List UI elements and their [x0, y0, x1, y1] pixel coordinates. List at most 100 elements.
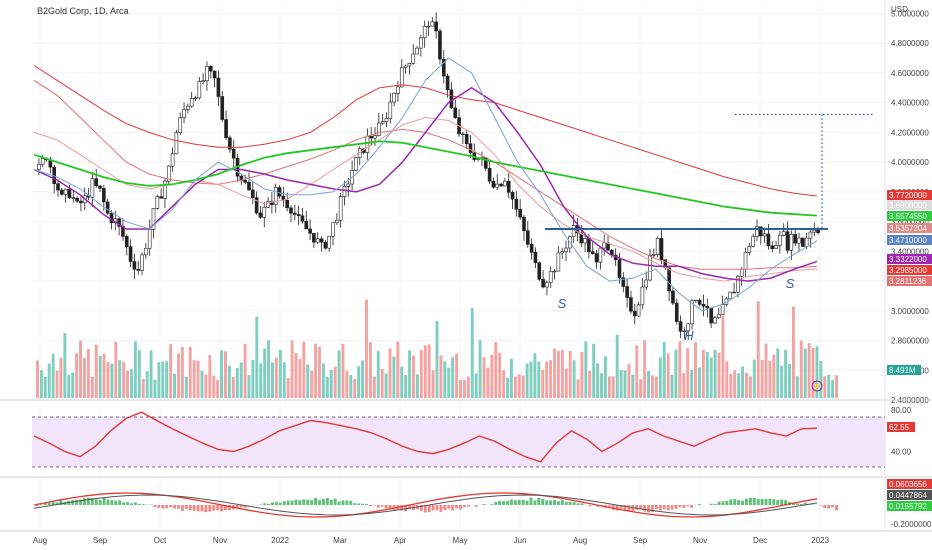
- volume-bar: [525, 363, 529, 398]
- candle-body: [132, 261, 137, 270]
- volume-bar: [506, 377, 509, 398]
- candle-body: [262, 206, 267, 218]
- macd-histogram-bar: [697, 504, 701, 505]
- x-tick-label: Oct: [154, 536, 167, 545]
- macd-histogram-bar: [419, 505, 423, 511]
- volume-bar: [690, 370, 694, 398]
- volume-bar: [239, 362, 243, 398]
- volume-bar: [106, 361, 110, 398]
- macd-histogram-bar: [204, 505, 208, 513]
- macd-histogram-bar: [200, 505, 204, 512]
- volume-bar: [435, 321, 439, 398]
- volume-bar: [384, 373, 388, 398]
- price-tag-label: 3.7720000: [889, 191, 927, 200]
- volume-bar: [462, 379, 466, 398]
- candle-body: [697, 299, 702, 305]
- macd-histogram-bar: [827, 505, 831, 509]
- price-tag: [887, 235, 932, 245]
- candle-body: [701, 304, 706, 307]
- candle-body: [621, 277, 626, 287]
- volume-bar: [776, 348, 780, 398]
- candle-body: [335, 219, 339, 223]
- macd-histogram-bar: [494, 501, 498, 505]
- rsi-tick-label: 40.00: [891, 448, 912, 457]
- candle-body: [728, 291, 733, 300]
- volume-bar: [165, 361, 169, 398]
- macd-value-label: 0.0155792: [889, 502, 927, 511]
- macd-histogram-bar: [177, 505, 180, 509]
- candle-body: [178, 117, 183, 133]
- price-tag-label: 3.2985000: [889, 266, 927, 275]
- volume-bar: [619, 370, 623, 398]
- macd-histogram-bar: [388, 505, 392, 510]
- volume-bar: [392, 356, 396, 398]
- candle-body: [812, 229, 817, 233]
- volume-bar: [102, 353, 106, 398]
- y-tick-label: 3.4000000: [891, 247, 929, 256]
- candle-body: [533, 252, 538, 263]
- ma-line-sma-50: [33, 116, 818, 282]
- candle-body: [331, 222, 335, 237]
- rsi-value-label: 62.55: [889, 423, 910, 432]
- volume-bar: [835, 375, 838, 398]
- macd-histogram-bar: [658, 505, 662, 511]
- volume-bar: [744, 372, 748, 398]
- macd-histogram-bar: [443, 505, 447, 511]
- volume-bar: [251, 360, 255, 398]
- pattern-label-h: H: [684, 328, 694, 343]
- macd-histogram-bar: [635, 505, 639, 510]
- candle-body: [40, 158, 45, 165]
- macd-histogram-bar: [498, 500, 502, 505]
- macd-histogram-bar: [799, 504, 803, 505]
- macd-histogram-bar: [541, 499, 545, 505]
- volume-bar: [455, 353, 459, 398]
- volume-bar: [368, 342, 372, 398]
- y-tick-label: 3.6000000: [891, 218, 929, 227]
- macd-histogram-bar: [365, 504, 368, 505]
- macd-histogram-bar: [666, 505, 670, 511]
- candle-body: [407, 63, 412, 67]
- volume-bar: [549, 360, 553, 398]
- volume-bar: [764, 343, 768, 398]
- volume-bar: [321, 363, 325, 398]
- candle-body: [545, 282, 549, 288]
- macd-histogram-bar: [227, 505, 231, 511]
- volume-bar: [63, 332, 67, 398]
- volume-bar: [274, 357, 278, 398]
- candle-body: [159, 196, 163, 199]
- macd-histogram-bar: [733, 499, 737, 505]
- candle-body: [506, 180, 511, 193]
- volume-bar: [333, 366, 337, 398]
- volume-bar: [83, 358, 86, 398]
- volume-bar: [627, 364, 631, 398]
- x-tick-label: Mar: [333, 536, 347, 545]
- macd-histogram-bar: [686, 505, 690, 507]
- volume-bar: [533, 353, 537, 398]
- candle-body: [762, 233, 767, 237]
- macd-value-tag: [887, 479, 932, 489]
- volume-bar: [615, 334, 619, 398]
- candle-body: [105, 201, 110, 214]
- macd-histogram-bar: [670, 505, 674, 510]
- macd-histogram-bar: [588, 505, 592, 507]
- candle-body: [518, 208, 522, 218]
- price-tag-label: 3.5574550: [889, 212, 927, 221]
- volume-bar: [36, 360, 39, 398]
- volume-bar: [513, 376, 517, 398]
- candle-body: [671, 290, 675, 304]
- macd-histogram-bar: [490, 504, 494, 505]
- candle-body: [403, 65, 408, 68]
- candle-body: [598, 247, 603, 263]
- volume-bar: [795, 376, 799, 398]
- candle-body: [166, 165, 171, 182]
- volume-bar: [647, 370, 650, 398]
- candle-body: [170, 153, 175, 167]
- candle-body: [705, 306, 710, 309]
- volume-bar: [827, 374, 831, 398]
- macd-histogram-bar: [760, 499, 764, 505]
- macd-histogram-bar: [408, 505, 412, 510]
- macd-histogram-bar: [674, 505, 678, 509]
- volume-bar: [235, 367, 239, 398]
- macd-histogram-bar: [55, 502, 59, 505]
- candle-body: [174, 132, 179, 155]
